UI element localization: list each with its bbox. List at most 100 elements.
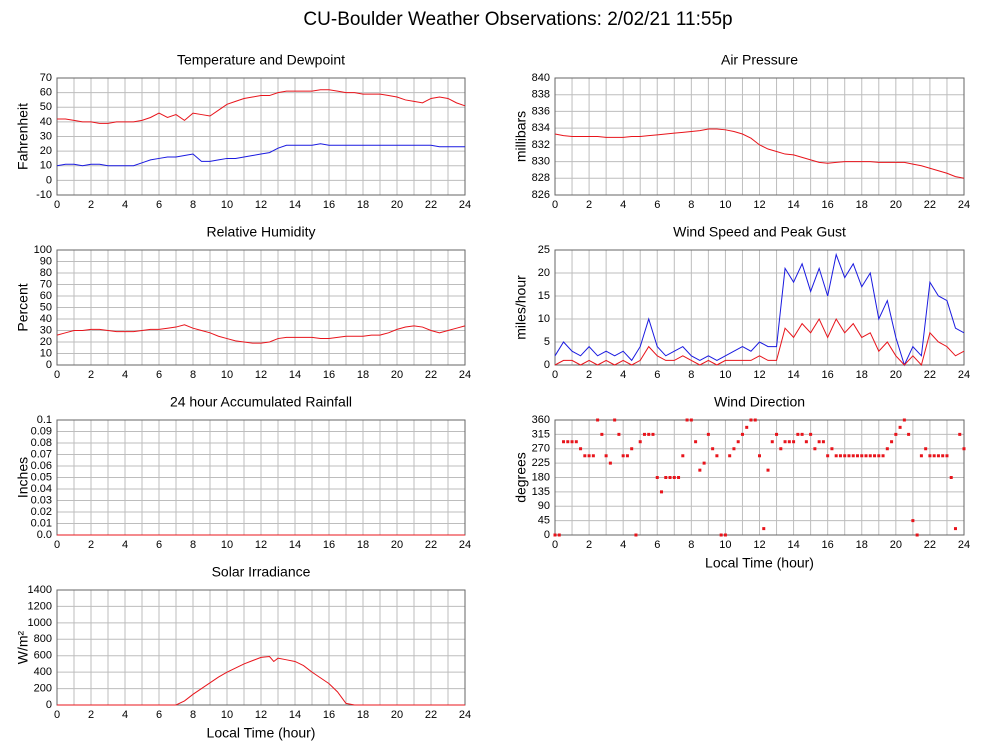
y-tick-label: 0.03 xyxy=(31,494,52,506)
x-tick-label: 2 xyxy=(88,539,94,551)
y-tick-label: 836 xyxy=(532,105,550,117)
x-tick-label: 0 xyxy=(552,199,558,211)
point xyxy=(936,454,940,458)
y-tick-label: 0 xyxy=(544,529,550,541)
x-axis-label: Local Time (hour) xyxy=(207,725,316,741)
y-tick-label: 100 xyxy=(34,244,52,256)
series-line xyxy=(56,324,466,344)
y-axis-label: Fahrenheit xyxy=(15,103,31,170)
y-tick-label: 834 xyxy=(532,122,550,134)
point xyxy=(617,432,621,436)
x-tick-label: 18 xyxy=(856,199,868,211)
point xyxy=(591,454,595,458)
series-line xyxy=(554,252,965,367)
y-axis-label: Percent xyxy=(15,283,31,331)
x-tick-label: 12 xyxy=(753,539,765,551)
point xyxy=(664,476,668,479)
plot-frame xyxy=(56,77,466,196)
x-tick-label: 4 xyxy=(122,709,128,721)
plot-frame xyxy=(554,77,965,196)
y-tick-label: 0 xyxy=(46,359,52,371)
chart-title: Temperature and Dewpoint xyxy=(177,52,345,68)
y-tick-label: 200 xyxy=(34,682,52,694)
point xyxy=(907,432,911,436)
x-tick-label: 10 xyxy=(221,369,233,381)
point xyxy=(655,476,659,479)
x-tick-label: 16 xyxy=(323,369,335,381)
point xyxy=(945,454,949,458)
point xyxy=(962,447,966,451)
y-tick-label: 20 xyxy=(538,267,550,279)
y-tick-label: 5 xyxy=(544,336,550,348)
x-tick-label: 2 xyxy=(88,369,94,381)
y-tick-label: 20 xyxy=(40,336,52,348)
point xyxy=(843,454,847,458)
point xyxy=(838,454,842,458)
point xyxy=(911,519,915,523)
point xyxy=(587,454,591,458)
chart-title: Air Pressure xyxy=(721,52,798,68)
y-tick-label: 0.01 xyxy=(31,517,52,529)
y-tick-label: 400 xyxy=(34,666,52,678)
point xyxy=(694,440,698,444)
plot-frame xyxy=(56,589,466,706)
x-tick-label: 0 xyxy=(54,709,60,721)
x-tick-label: 8 xyxy=(688,199,694,211)
point xyxy=(928,454,932,458)
point xyxy=(596,418,600,422)
y-tick-label: 0.06 xyxy=(31,460,52,472)
x-tick-label: 20 xyxy=(890,199,902,211)
point xyxy=(706,432,710,436)
point xyxy=(562,440,566,444)
x-tick-label: 12 xyxy=(753,199,765,211)
y-axis-label: miles/hour xyxy=(513,275,529,340)
x-tick-label: 12 xyxy=(255,709,267,721)
x-tick-label: 4 xyxy=(620,539,626,551)
point xyxy=(719,533,723,537)
point xyxy=(817,440,821,444)
y-tick-label: 828 xyxy=(532,172,550,184)
x-tick-label: 2 xyxy=(586,199,592,211)
x-tick-label: 2 xyxy=(586,539,592,551)
y-tick-label: 840 xyxy=(532,72,550,84)
point xyxy=(570,440,574,444)
point xyxy=(762,527,766,531)
y-tick-label: 60 xyxy=(40,87,52,99)
x-tick-label: 10 xyxy=(221,539,233,551)
y-tick-label: 10 xyxy=(40,160,52,172)
plot-frame xyxy=(554,419,965,536)
point xyxy=(668,476,672,479)
y-tick-label: 90 xyxy=(40,255,52,267)
point xyxy=(732,447,736,451)
x-tick-label: 16 xyxy=(323,539,335,551)
point xyxy=(740,432,744,436)
y-tick-label: 0.0 xyxy=(37,529,52,541)
x-tick-label: 24 xyxy=(958,539,970,551)
x-tick-label: 6 xyxy=(654,539,660,551)
x-tick-label: 16 xyxy=(323,199,335,211)
x-tick-label: 10 xyxy=(719,199,731,211)
chart-title: 24 hour Accumulated Rainfall xyxy=(170,394,352,410)
chart-title: Solar Irradiance xyxy=(212,564,311,580)
x-tick-label: 8 xyxy=(688,539,694,551)
x-tick-label: 12 xyxy=(255,199,267,211)
y-axis-label: millibars xyxy=(513,111,529,162)
point xyxy=(800,432,804,436)
y-tick-label: 360 xyxy=(532,414,550,426)
point xyxy=(630,447,634,451)
y-tick-label: 10 xyxy=(538,313,550,325)
point xyxy=(826,454,830,458)
point xyxy=(953,527,957,531)
point xyxy=(660,490,664,494)
y-tick-label: 10 xyxy=(40,347,52,359)
x-tick-label: 10 xyxy=(221,709,233,721)
y-tick-label: 315 xyxy=(532,428,550,440)
point xyxy=(783,440,787,444)
x-tick-label: 12 xyxy=(255,539,267,551)
point xyxy=(608,461,612,465)
x-tick-label: 24 xyxy=(459,709,471,721)
x-tick-label: 16 xyxy=(822,539,834,551)
point xyxy=(553,533,557,537)
point xyxy=(830,447,834,451)
